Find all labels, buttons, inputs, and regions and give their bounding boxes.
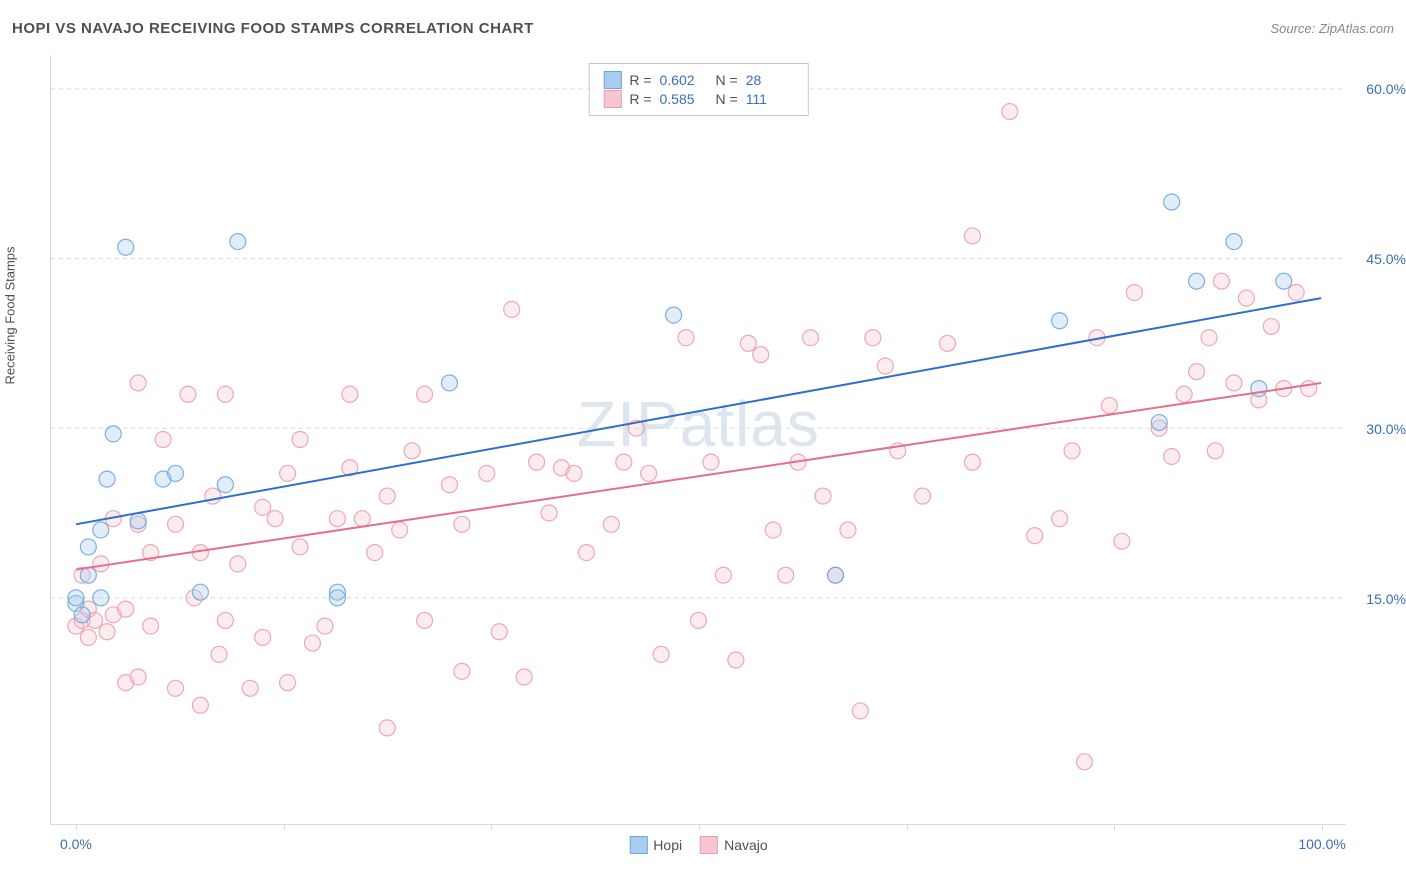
legend-n-label: N = — [716, 91, 738, 107]
x-tick-label: 100.0% — [1298, 836, 1345, 852]
legend-swatch — [700, 836, 718, 854]
x-tick-mark — [491, 824, 492, 830]
y-tick-label: 30.0% — [1366, 421, 1406, 437]
y-tick-label: 60.0% — [1366, 81, 1406, 97]
y-axis-label: Receiving Food Stamps — [3, 246, 18, 384]
legend-r-label: R = — [629, 91, 651, 107]
series-legend-label: Navajo — [724, 837, 768, 853]
y-tick-label: 15.0% — [1366, 591, 1406, 607]
legend-n-label: N = — [716, 72, 738, 88]
chart-source: Source: ZipAtlas.com — [1270, 21, 1394, 36]
chart-header: HOPI VS NAVAJO RECEIVING FOOD STAMPS COR… — [12, 20, 1394, 37]
plot-area: ZIPatlas R =0.602N =28R =0.585N =111 Hop… — [50, 55, 1346, 825]
chart-svg — [51, 55, 1346, 824]
series-legend: Hopi Navajo — [629, 836, 767, 854]
legend-r-label: R = — [629, 72, 651, 88]
series-legend-label: Hopi — [653, 837, 682, 853]
x-tick-mark — [907, 824, 908, 830]
legend-swatch — [629, 836, 647, 854]
legend-row: R = 0.585 N = 111 — [603, 90, 793, 108]
series-legend-item: Navajo — [700, 836, 768, 854]
legend-n-value: 28 — [746, 72, 794, 88]
correlation-legend: R = 0.602 N = 28 R = 0.585 N = 111 — [588, 63, 808, 116]
legend-r-value: 0.585 — [660, 91, 708, 107]
legend-swatch — [603, 90, 621, 108]
x-tick-mark — [1322, 824, 1323, 830]
x-tick-mark — [284, 824, 285, 830]
series-legend-item: Hopi — [629, 836, 682, 854]
x-tick-mark — [699, 824, 700, 830]
x-tick-mark — [76, 824, 77, 830]
legend-r-value: 0.602 — [660, 72, 708, 88]
legend-swatch — [603, 71, 621, 89]
chart-title: HOPI VS NAVAJO RECEIVING FOOD STAMPS COR… — [12, 20, 534, 37]
y-tick-label: 45.0% — [1366, 251, 1406, 267]
legend-row: R = 0.602 N = 28 — [603, 71, 793, 89]
legend-n-value: 111 — [746, 91, 794, 107]
x-tick-mark — [1114, 824, 1115, 830]
x-tick-label: 0.0% — [60, 836, 92, 852]
